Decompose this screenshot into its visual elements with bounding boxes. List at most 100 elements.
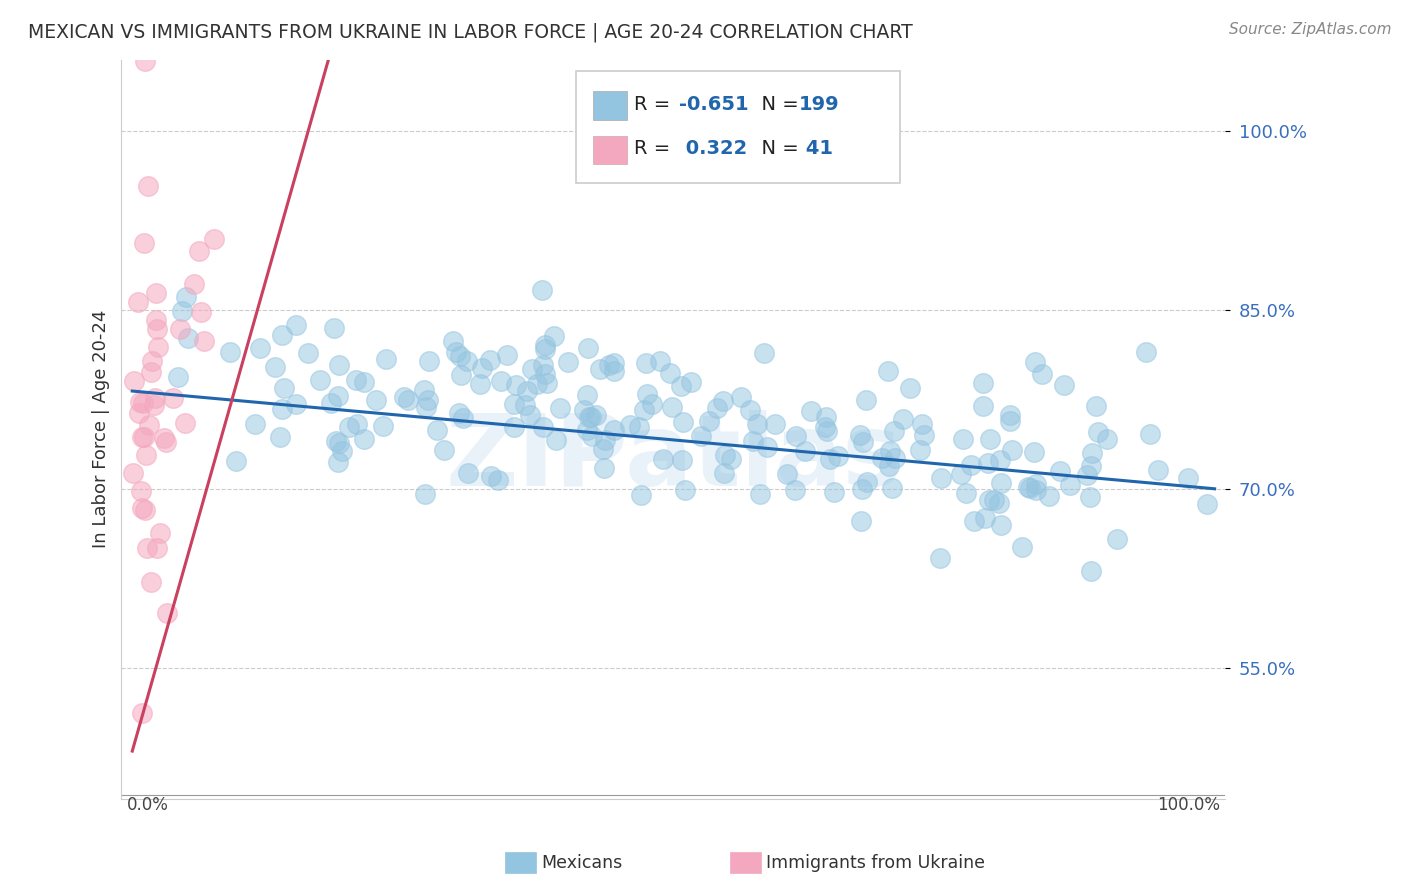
- Point: [730, 391, 752, 405]
- Point: [576, 387, 599, 401]
- Point: [738, 403, 761, 417]
- Point: [814, 420, 837, 434]
- Point: [143, 391, 166, 405]
- Point: [1019, 481, 1042, 495]
- Point: [1024, 355, 1046, 369]
- Point: [1022, 445, 1045, 459]
- Point: [503, 397, 526, 411]
- Point: [794, 444, 817, 458]
- Text: N =: N =: [749, 95, 806, 114]
- Point: [128, 395, 150, 409]
- Point: [328, 435, 350, 450]
- Point: [536, 376, 558, 390]
- Point: [122, 374, 145, 388]
- Point: [742, 434, 765, 448]
- Point: [877, 364, 900, 378]
- Point: [998, 408, 1021, 422]
- Point: [1146, 463, 1168, 477]
- Point: [526, 376, 548, 391]
- Point: [1085, 399, 1108, 413]
- Point: [328, 455, 350, 469]
- Point: [127, 295, 149, 310]
- Point: [325, 434, 347, 448]
- Point: [879, 444, 901, 458]
- Point: [1053, 378, 1076, 392]
- Point: [328, 359, 350, 373]
- Text: ZIPatlas: ZIPatlas: [446, 410, 901, 508]
- Point: [193, 334, 215, 349]
- Point: [671, 453, 693, 467]
- Point: [880, 481, 903, 495]
- Point: [911, 417, 934, 431]
- Point: [271, 401, 294, 416]
- Point: [486, 473, 509, 487]
- Point: [326, 389, 349, 403]
- Point: [1017, 480, 1039, 494]
- Text: 0.322: 0.322: [679, 139, 748, 159]
- Point: [592, 442, 614, 457]
- Point: [152, 431, 174, 445]
- Point: [243, 417, 266, 432]
- Point: [891, 412, 914, 426]
- Point: [1001, 442, 1024, 457]
- Point: [690, 429, 713, 443]
- Point: [224, 454, 246, 468]
- Point: [651, 451, 673, 466]
- Point: [415, 400, 437, 414]
- Point: [908, 443, 931, 458]
- Point: [955, 485, 977, 500]
- Point: [270, 328, 292, 343]
- Point: [785, 429, 807, 443]
- Point: [823, 484, 845, 499]
- Point: [818, 451, 841, 466]
- Point: [522, 362, 544, 376]
- Point: [146, 340, 169, 354]
- Point: [1195, 497, 1218, 511]
- Point: [167, 370, 190, 384]
- Point: [578, 409, 600, 424]
- Point: [346, 417, 368, 431]
- Text: 100.0%: 100.0%: [1157, 797, 1220, 814]
- Point: [987, 495, 1010, 509]
- Point: [413, 487, 436, 501]
- Point: [1107, 532, 1129, 546]
- Point: [593, 433, 616, 447]
- Point: [534, 342, 557, 356]
- Point: [416, 393, 439, 408]
- Point: [636, 387, 658, 401]
- Point: [593, 460, 616, 475]
- Point: [815, 424, 838, 438]
- Point: [121, 467, 143, 481]
- Point: [183, 277, 205, 292]
- Point: [855, 393, 877, 408]
- Point: [131, 706, 153, 720]
- Point: [471, 361, 494, 376]
- Point: [176, 290, 198, 304]
- Point: [576, 341, 599, 355]
- Point: [131, 483, 153, 498]
- Point: [132, 430, 155, 444]
- Point: [139, 365, 162, 379]
- Text: R =: R =: [634, 139, 676, 159]
- Point: [479, 468, 502, 483]
- Point: [706, 401, 728, 416]
- Point: [371, 418, 394, 433]
- Point: [983, 493, 1005, 508]
- Point: [974, 511, 997, 525]
- Point: [418, 354, 440, 368]
- Point: [174, 416, 197, 430]
- Point: [187, 244, 209, 258]
- Point: [1097, 432, 1119, 446]
- Point: [775, 467, 797, 481]
- Text: N =: N =: [749, 139, 806, 159]
- Point: [149, 525, 172, 540]
- Point: [962, 514, 984, 528]
- Point: [672, 415, 695, 429]
- Point: [145, 285, 167, 300]
- Point: [581, 429, 603, 443]
- Point: [135, 541, 157, 555]
- Text: Source: ZipAtlas.com: Source: ZipAtlas.com: [1229, 22, 1392, 37]
- Point: [627, 420, 650, 434]
- Text: MEXICAN VS IMMIGRANTS FROM UKRAINE IN LABOR FORCE | AGE 20-24 CORRELATION CHART: MEXICAN VS IMMIGRANTS FROM UKRAINE IN LA…: [28, 22, 912, 42]
- Point: [505, 378, 527, 392]
